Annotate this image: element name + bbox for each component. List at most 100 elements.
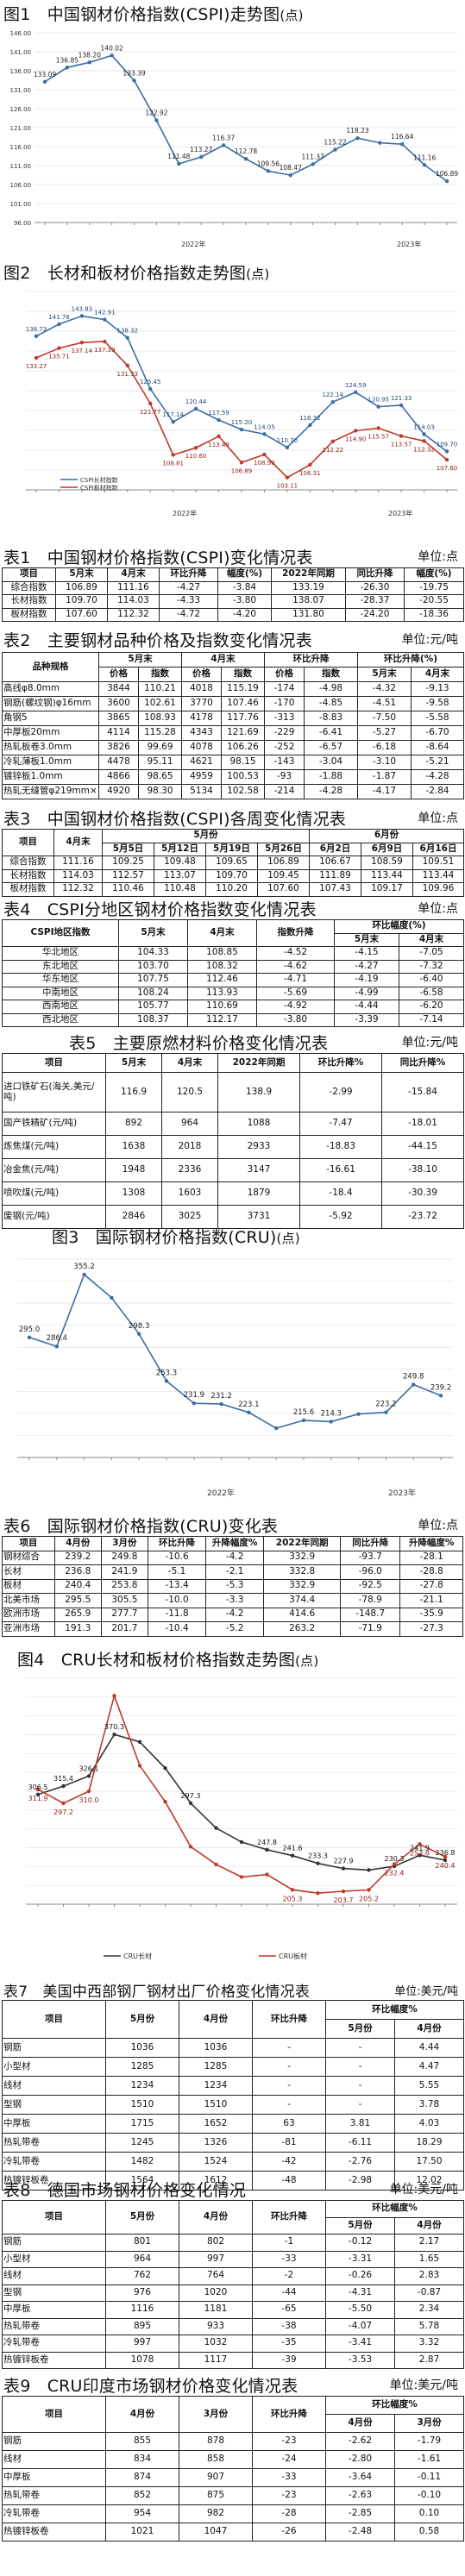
table-cell: -4.32: [357, 681, 412, 697]
table-cell: 3731: [217, 1205, 300, 1229]
table-cell: 4178: [181, 711, 222, 726]
data-label: 297.3: [181, 1792, 201, 1800]
table-cell: -3.39: [334, 1012, 399, 1027]
table-cell: 111.16: [107, 580, 160, 595]
table-cell: 265.9: [53, 1607, 102, 1622]
table-cell: 374.4: [263, 1593, 342, 1608]
table-cell: -3.04: [304, 755, 358, 770]
table-cell: 103.70: [118, 959, 188, 974]
cru-point: [438, 1394, 443, 1398]
legend-label: CRU板材: [279, 1952, 307, 1960]
column-header: 环比升降%: [299, 1053, 382, 1073]
table-row: 钢筋(螺纹钢)φ16mm 3600 102.61 3770 107.46 -170 -4.8…: [2, 696, 464, 711]
column-header: 环比升降: [252, 2000, 326, 2039]
table-header-row: 项目 5月末 4月末 环比升降 幅度(%) 2022年同期 同比升降 幅度(%): [2, 567, 464, 582]
data-label: 114.03: [413, 423, 435, 430]
table-cell: 802: [179, 2234, 253, 2252]
fig4-chart: 306.5 315.4 326.1 370.3 297.3 247.8 241.6 233.3…: [26, 1677, 457, 1960]
t2-table: 品种规格 5月末 4月末 环比升降 环比升降(%) 价格 指数 价格 指数 价格 指数 5月末 4月末高…: [2, 652, 464, 799]
column-header: 2022年同期: [271, 567, 346, 582]
data-label: 230.3: [385, 1855, 405, 1863]
y-tick: 116.00: [10, 144, 32, 151]
data-label: 108.90: [254, 460, 275, 467]
table-cell: 1715: [105, 2114, 179, 2134]
t5-table: 项目 5月末 4月末 2022年同期 环比升降% 同比升降% 进口铁矿石(海关,美元/吨) 1…: [2, 1053, 464, 1229]
table-row: 国产铁精矿(元/吨) 892 964 1088 -7.47 -18.01: [2, 1112, 464, 1136]
column-header: 4月份: [105, 2396, 179, 2433]
table-row: 长材 236.8 241.9 -5.1 -2.1 332.8 -96.0 -28.8: [2, 1564, 463, 1580]
column-header: 环比幅度%: [325, 2000, 464, 2020]
cspi-long-point: [262, 432, 267, 436]
cspi-point: [311, 162, 315, 166]
table-header-row: 项目 4月份 3月份 环比升降 升降幅度% 2022年同期 同比升降 升降幅度%: [2, 1536, 463, 1551]
table-cell: 895: [105, 2317, 179, 2335]
t2-title: 表2 主要钢材品种价格及指数变化情况表: [3, 631, 312, 650]
table-cell: -42: [252, 2152, 326, 2172]
cspi-point: [400, 141, 405, 147]
table-cell: 1652: [179, 2114, 253, 2134]
cspi-point: [132, 78, 136, 83]
data-label: 115.22: [324, 138, 346, 146]
column-header: 环比幅度%: [325, 2396, 464, 2415]
cru-long-point: [290, 1853, 295, 1858]
data-label: 203.7: [334, 1896, 354, 1904]
data-label: 120.95: [368, 397, 389, 404]
table-cell: 110.69: [187, 1000, 257, 1014]
table-cell: 0.10: [394, 2504, 464, 2523]
table-cell: 332.9: [263, 1578, 342, 1594]
table-cell: 98.30: [138, 784, 182, 799]
table-cell: 875: [179, 2486, 253, 2505]
row-label: 热轧板卷3.0mm: [2, 740, 99, 755]
row-label: 中厚板: [2, 2468, 106, 2487]
t1-table: 项目 5月末 4月末 环比升降 幅度(%) 2022年同期 同比升降 幅度(%) 综合指数 106…: [2, 567, 464, 622]
column-header: 项目: [2, 1536, 55, 1551]
table-cell: 305.5: [100, 1593, 148, 1608]
t9-table: 项目 4月份 3月份 环比升降 环比幅度% 4月份 3月份 钢筋 855 878 -23 -2.62-…: [2, 2396, 464, 2542]
table-cell: -6.40: [399, 973, 464, 987]
column-subheader: 4月末: [411, 667, 464, 682]
row-label: 长材指数: [2, 594, 56, 609]
table-cell: 108.93: [138, 711, 182, 726]
data-label: 310.0: [79, 1796, 99, 1804]
cspi-point: [65, 66, 70, 70]
data-label: 214.3: [321, 1409, 342, 1418]
cru-plate-point: [214, 1862, 218, 1867]
table-cell: 110.46: [102, 882, 154, 897]
table-row: 冷轧带卷 954 982 -28 -2.85 0.10: [2, 2504, 464, 2523]
data-label: 109.70: [437, 441, 458, 448]
column-header: 升降幅度%: [399, 1536, 463, 1551]
table-cell: -6.11: [325, 2133, 395, 2153]
column-subheader: 价格: [264, 667, 305, 682]
table-cell: 131.80: [271, 607, 346, 622]
table-cell: 107.43: [309, 882, 361, 897]
table-cell: 104.33: [118, 946, 188, 961]
column-subheader: 价格: [98, 667, 139, 682]
cspi-plate-point: [79, 340, 85, 345]
table-cell: 138.07: [271, 594, 346, 609]
column-subheader: 5月12日: [154, 842, 206, 856]
table-cell: 263.2: [263, 1621, 342, 1637]
table-row: 板材指数 107.60 112.32 -4.72 -4.20 131.80 -24.20 -1…: [2, 607, 464, 622]
cspi-plate-point: [444, 457, 449, 462]
data-label: 133.09: [34, 71, 56, 78]
column-header: 项目: [2, 2396, 106, 2433]
table-header-row: CSPI地区指数 5月末 4月末 指数升降 环比幅度(%): [2, 919, 464, 947]
cru-long-point: [265, 1847, 269, 1852]
t9-unit: 单位:美元/吨: [389, 2379, 458, 2392]
table-cell: -8.64: [411, 740, 464, 755]
cspi-point: [378, 141, 382, 145]
data-label: 231.9: [184, 1391, 204, 1400]
column-subheader: 4月份: [394, 2216, 464, 2234]
table-cell: -0.87: [394, 2284, 464, 2302]
table-cell: -2: [252, 2267, 326, 2285]
data-label: 106.89: [231, 467, 253, 474]
data-label: 311.9: [28, 1795, 48, 1802]
y-tick: 96.00: [14, 220, 31, 227]
fig1-title: 图1 中国钢材价格指数(CSPI)走势图(点): [3, 5, 304, 24]
column-header: 项目: [2, 2200, 106, 2234]
t6-unit: 单位:点: [418, 1519, 458, 1532]
cspi-plate-line: [35, 341, 448, 479]
table-cell: -15.84: [381, 1072, 464, 1113]
cru-plate-point: [316, 1891, 320, 1896]
table-cell: 2.17: [394, 2234, 464, 2252]
